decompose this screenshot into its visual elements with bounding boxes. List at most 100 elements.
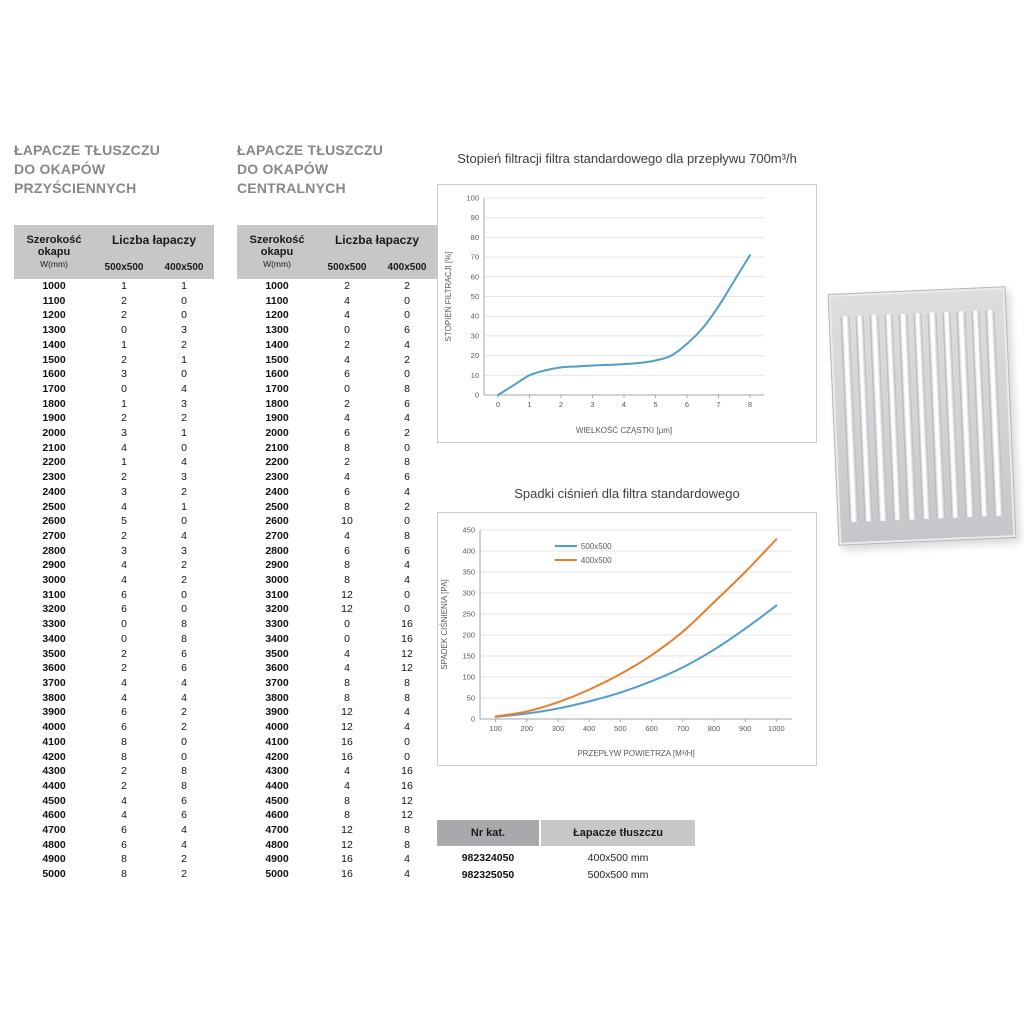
count-cell: 0 [181,294,187,307]
central-hoods-table-block: ŁAPACZE TŁUSZCZU DO OKAPÓW CENTRALNYCH S… [237,141,437,882]
count-cell: 12 [401,662,413,675]
count-cell: 8 [344,676,350,689]
table-row: 4200 16 0 [237,750,437,765]
width-cell: 3300 [42,618,66,631]
y-axis-label: SPADEK CIŚNIENIA [PA] [440,579,449,669]
count-cell: 10 [341,515,353,528]
count-cell: 8 [344,794,350,807]
count-cell: 0 [181,309,187,322]
grease-filter-grille-image [827,286,1017,546]
width-cell: 2800 [265,544,289,557]
table-row: 3200 6 0 [14,602,214,617]
count-cell: 2 [404,500,410,513]
filtration-chart: 0 10 20 30 40 50 60 70 80 90 100 0 1 2 3 4 5 6 7 8 WIELKOŚĆ … [437,184,817,443]
count-cell: 4 [344,779,350,792]
count-cell: 2 [181,559,187,572]
table-row: 3700 8 8 [237,676,437,691]
width-cell: 4800 [265,838,289,851]
table-row: 1700 0 8 [237,382,437,397]
count-cell: 4 [181,529,187,542]
width-cell: 3700 [265,676,289,689]
count-cell: 4 [181,382,187,395]
count-cell: 4 [404,485,410,498]
y-tick-label: 80 [471,233,479,242]
catalog-number-cell: 982325050 [461,869,515,881]
width-cell: 4800 [42,838,66,851]
count-cell: 3 [121,544,127,557]
y-axis-label: STOPIEŃ FILTRACJI [%] [444,252,453,342]
width-cell: 2000 [42,427,66,440]
width-cell: 4600 [42,809,66,822]
width-cell: 2100 [265,441,289,454]
table-row: 4300 4 16 [237,764,437,779]
count-cell: 0 [404,368,410,381]
count-cell: 0 [121,324,127,337]
count-cell: 6 [344,485,350,498]
table-row: 5000 8 2 [14,867,214,882]
count-cell: 6 [404,471,410,484]
grille-slat [985,309,1004,516]
catalog-number-cell: 982324050 [461,852,515,864]
width-cell: 1800 [265,397,289,410]
table-row: 4800 6 4 [14,838,214,853]
catalog-row: 982324050 400x500 mm [437,850,695,867]
central-hoods-spec-table: Szerokość okapu W(mm) Liczba łapaczy 500… [237,225,437,882]
table-row: 3900 12 4 [237,705,437,720]
count-cell: 4 [344,647,350,660]
count-cell: 2 [181,485,187,498]
header-unit: W(mm) [263,259,291,269]
width-cell: 4400 [265,779,289,792]
table-row: 2000 6 2 [237,426,437,441]
count-cell: 5 [121,515,127,528]
count-cell: 4 [344,294,350,307]
count-cell: 8 [404,529,410,542]
count-cell: 0 [344,382,350,395]
count-cell: 8 [121,853,127,866]
grille-slat [942,311,960,518]
width-cell: 2300 [42,471,66,484]
count-cell: 8 [404,691,410,704]
x-tick-label: 4 [622,400,626,409]
table-row: 1100 2 0 [14,294,214,309]
count-cell: 4 [121,691,127,704]
grille-slat [956,311,975,518]
count-cell: 2 [181,853,187,866]
count-cell: 1 [121,456,127,469]
count-cell: 0 [121,632,127,645]
catalog-size-cell: 500x500 mm [587,869,649,881]
count-cell: 6 [181,794,187,807]
table-row: 2800 6 6 [237,544,437,559]
count-cell: 4 [344,471,350,484]
count-cell: 3 [181,324,187,337]
table-row: 3700 4 4 [14,676,214,691]
width-cell: 4900 [42,853,66,866]
table-row: 4200 8 0 [14,750,214,765]
count-cell: 8 [181,765,187,778]
count-cell: 8 [344,500,350,513]
catalog-number-table: Nr kat. Łapacze tłuszczu 982324050 400x50… [437,820,695,884]
count-cell: 1 [181,353,187,366]
table-body: 1000 2 2 1100 4 0 1200 4 0 1300 0 6 1400 2 4 1500 4 2 1600… [237,279,437,882]
count-cell: 4 [404,868,410,881]
table-row: 1900 2 2 [14,411,214,426]
table-row: 2100 4 0 [14,441,214,456]
count-cell: 8 [404,456,410,469]
width-cell: 3500 [42,647,66,660]
grille-slat [840,316,859,523]
count-cell: 6 [121,706,127,719]
table-row: 1500 2 1 [14,353,214,368]
count-cell: 6 [404,397,410,410]
width-cell: 4000 [42,721,66,734]
y-tick-label: 90 [471,213,479,222]
width-cell: 4100 [265,735,289,748]
count-cell: 12 [401,809,413,822]
count-cell: 16 [401,618,413,631]
table-row: 1600 3 0 [14,367,214,382]
width-cell: 3800 [265,691,289,704]
width-cell: 4700 [265,824,289,837]
count-cell: 4 [181,456,187,469]
width-cell: 1400 [265,338,289,351]
count-cell: 2 [121,309,127,322]
count-cell: 6 [121,588,127,601]
